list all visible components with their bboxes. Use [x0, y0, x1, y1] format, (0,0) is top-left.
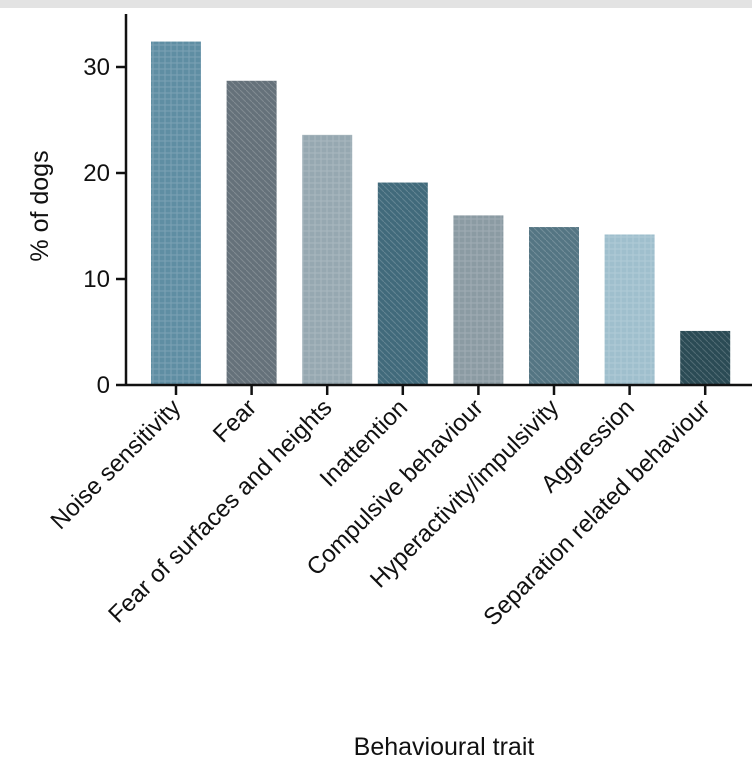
bar [302, 134, 353, 385]
bars-layer [151, 41, 731, 386]
bar [453, 215, 504, 385]
x-category-label: Fear [208, 394, 262, 448]
bar [151, 41, 201, 386]
y-axis-title: % of dogs [26, 150, 54, 261]
x-axis-title: Behavioural trait [354, 733, 535, 761]
y-tick-label: 20 [83, 160, 110, 187]
x-axis-ticks [174, 385, 707, 395]
y-tick-label: 30 [83, 54, 110, 81]
bar [226, 80, 277, 385]
y-tick-label: 10 [83, 266, 110, 293]
x-category-label: Noise sensitivity [45, 394, 186, 535]
bar [604, 234, 655, 385]
bar [377, 182, 428, 385]
y-axis-ticks: 0 10 20 30 [83, 54, 126, 399]
bar [529, 227, 579, 385]
top-border-strip [0, 0, 752, 8]
y-tick-label: 0 [97, 372, 110, 399]
bar [680, 330, 731, 385]
